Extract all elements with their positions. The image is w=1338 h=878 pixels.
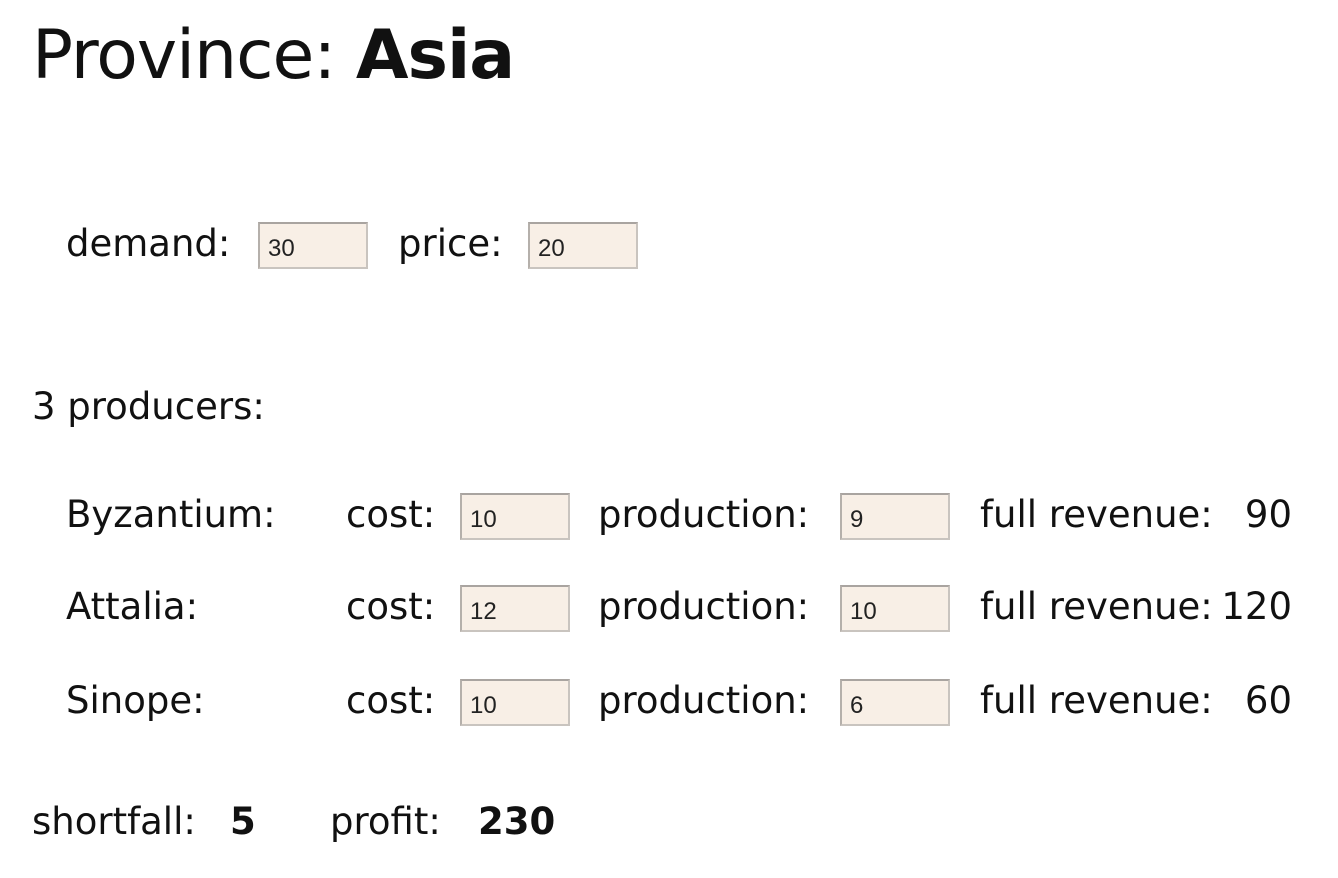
cost-input[interactable] [460,493,570,540]
producer-name: Byzantium: [66,493,276,536]
shortfall-label: shortfall: [32,800,196,843]
full-revenue-value: 90 [1244,493,1292,536]
profit-label: profit: [330,800,441,843]
full-revenue-value: 60 [1244,679,1292,722]
demand-input[interactable] [258,222,368,269]
cost-input[interactable] [460,585,570,632]
page-title-prefix: Province: [32,16,356,95]
full-revenue-label: full revenue: [980,585,1213,628]
full-revenue-value: 120 [1221,585,1292,628]
cost-label: cost: [346,679,436,722]
cost-label: cost: [346,493,436,536]
production-label: production: [598,679,810,722]
price-label: price: [398,222,503,265]
profit-value: 230 [478,800,556,843]
production-input[interactable] [840,585,950,632]
demand-label: demand: [66,222,231,265]
price-input[interactable] [528,222,638,269]
production-label: production: [598,493,810,536]
page-title: Province: Asia [32,14,515,98]
province-name: Asia [355,16,515,95]
producers-heading: 3 producers: [32,385,265,428]
full-revenue-label: full revenue: [980,679,1213,722]
full-revenue-label: full revenue: [980,493,1213,536]
production-label: production: [598,585,810,628]
production-input[interactable] [840,493,950,540]
shortfall-value: 5 [230,800,256,843]
producer-name: Attalia: [66,585,199,628]
production-input[interactable] [840,679,950,726]
producer-name: Sinope: [66,679,205,722]
cost-label: cost: [346,585,436,628]
cost-input[interactable] [460,679,570,726]
